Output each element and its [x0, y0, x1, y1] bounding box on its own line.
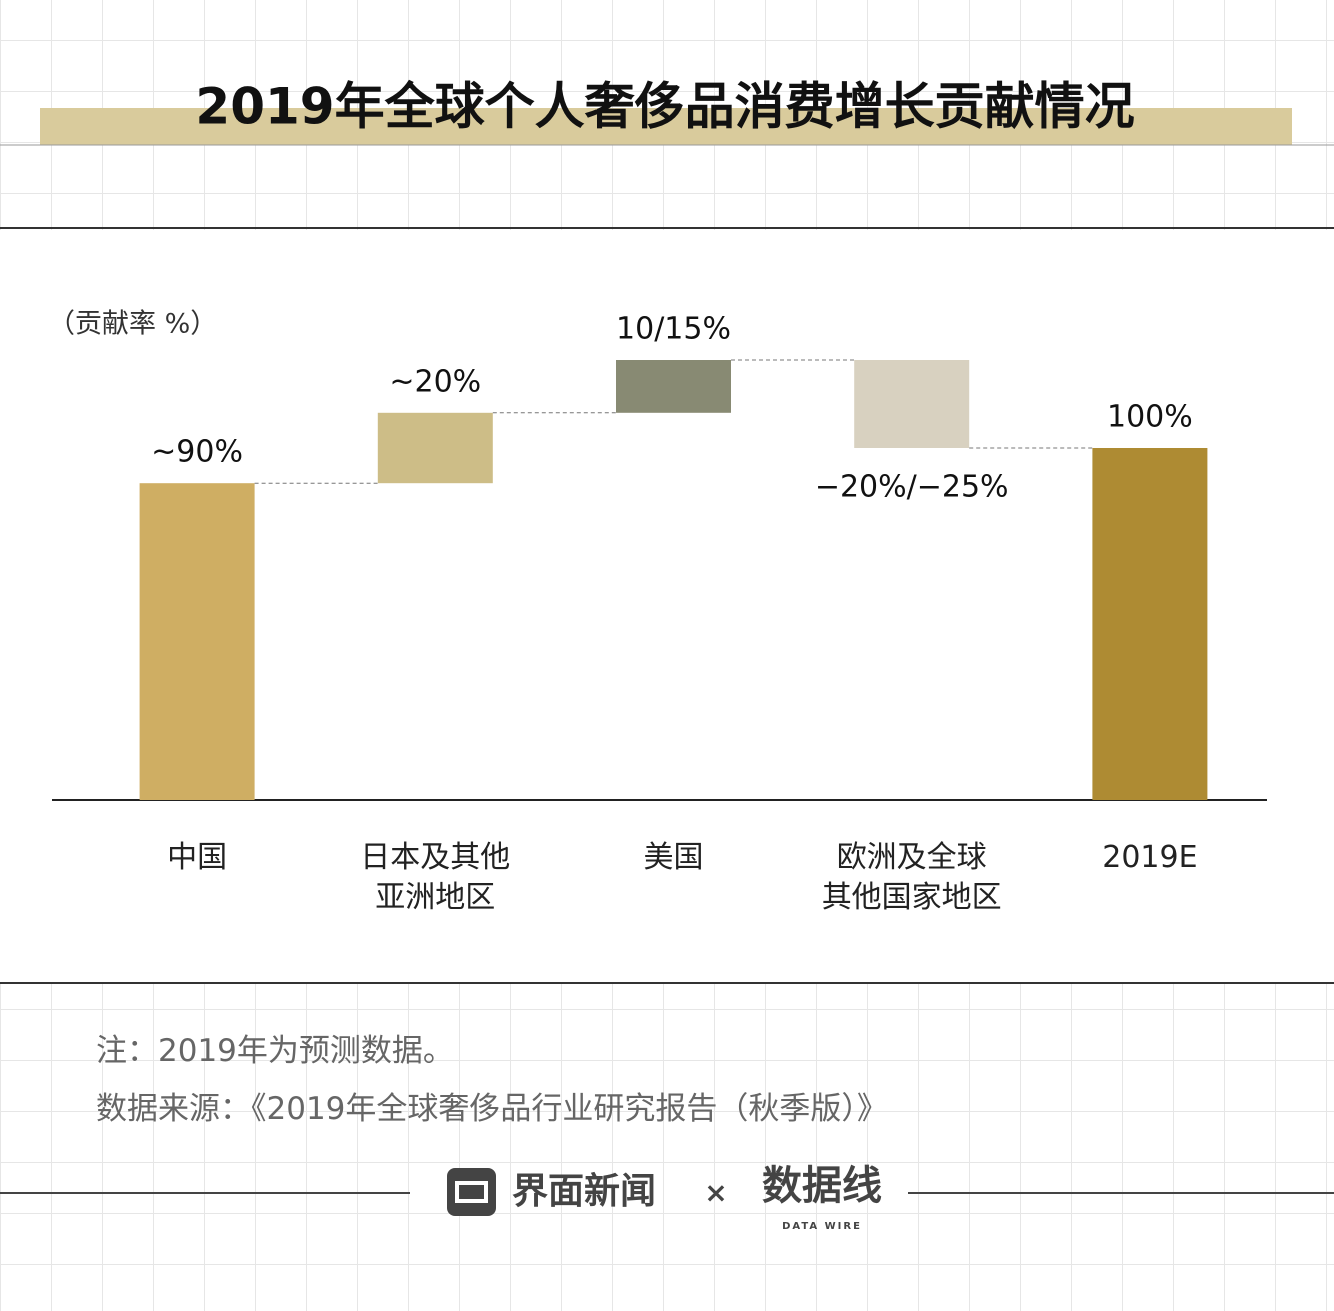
y-label: （贡献率 %）	[48, 309, 217, 340]
partner: 数据线	[762, 1163, 882, 1209]
times: ×	[704, 1176, 727, 1209]
value-label: 10/15%	[616, 312, 731, 347]
x-tick-label: 美国	[643, 840, 704, 875]
bar	[1092, 448, 1208, 800]
x-tick-label: 日本及其他 亚洲地区	[360, 840, 511, 915]
logo-icon	[455, 1181, 488, 1203]
bar	[139, 483, 255, 800]
logo-icon	[447, 1168, 496, 1216]
partner-sub: DATA WIRE	[782, 1221, 862, 1232]
x-tick-label: 2019E	[1102, 840, 1198, 875]
bar	[616, 360, 731, 413]
title-band	[40, 108, 1292, 145]
chart-title: 2019年全球个人奢侈品消费增长贡献情况	[195, 78, 1134, 136]
value-label: ~20%	[389, 364, 481, 399]
source: 数据来源：《2019年全球奢侈品行业研究报告（秋季版）》	[96, 1091, 888, 1127]
brand: 界面新闻	[512, 1171, 656, 1212]
bar	[854, 360, 970, 448]
x-tick-label: 中国	[167, 840, 228, 875]
value-label: −20%/−25%	[815, 470, 1009, 505]
note: 注：2019年为预测数据。	[96, 1033, 454, 1069]
value-label: 100%	[1107, 400, 1193, 435]
value-label: ~90%	[151, 435, 243, 470]
x-tick-label: 欧洲及全球 其他国家地区	[821, 840, 1002, 915]
bar	[377, 412, 493, 484]
